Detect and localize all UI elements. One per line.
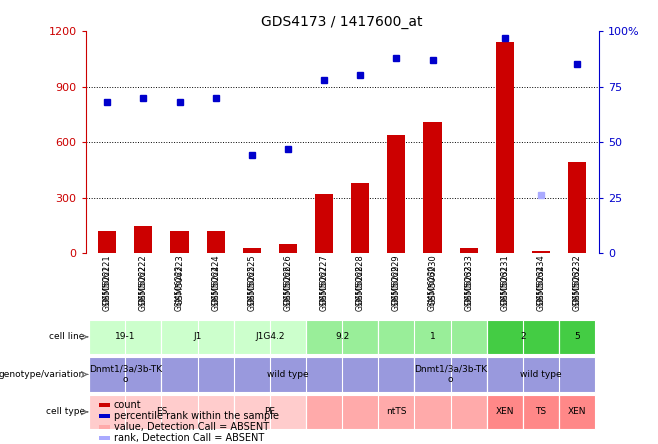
Text: Dnmt1/3a/3b-TK
o: Dnmt1/3a/3b-TK o (414, 365, 487, 384)
Text: XEN: XEN (495, 408, 514, 416)
Text: 1: 1 (430, 333, 436, 341)
Text: genotype/variation: genotype/variation (0, 370, 85, 379)
Bar (487, 395, 523, 429)
Bar (568, 163, 586, 253)
Bar (487, 320, 559, 354)
Text: GSM506234: GSM506234 (536, 265, 545, 311)
Text: value, Detection Call = ABSENT: value, Detection Call = ABSENT (114, 422, 269, 432)
Title: GDS4173 / 1417600_at: GDS4173 / 1417600_at (261, 15, 423, 29)
Text: GSM506227: GSM506227 (320, 265, 328, 311)
Text: 2: 2 (520, 333, 526, 341)
Text: TS: TS (536, 408, 547, 416)
Text: GSM506225: GSM506225 (247, 265, 257, 311)
Bar (89, 395, 234, 429)
Text: 5: 5 (574, 333, 580, 341)
Text: cell line: cell line (49, 333, 85, 341)
Bar (378, 320, 487, 354)
Text: GSM506229: GSM506229 (392, 265, 401, 311)
Text: Dnmt1/3a/3b-TK
o: Dnmt1/3a/3b-TK o (89, 365, 162, 384)
Bar (388, 135, 405, 253)
Bar (487, 357, 595, 392)
Bar (559, 320, 595, 354)
Bar (243, 248, 261, 253)
Bar (99, 414, 110, 418)
Bar (134, 226, 153, 253)
Text: GSM506224: GSM506224 (211, 265, 220, 311)
Bar (279, 244, 297, 253)
Bar (495, 42, 514, 253)
Text: J1: J1 (193, 333, 202, 341)
Text: GSM506221: GSM506221 (103, 265, 112, 311)
Text: cell type: cell type (45, 408, 85, 416)
Bar (89, 320, 161, 354)
Bar (99, 403, 110, 407)
Bar (460, 248, 478, 253)
Text: XEN: XEN (568, 408, 586, 416)
Text: GSM506233: GSM506233 (464, 265, 473, 311)
Bar (415, 357, 487, 392)
Text: GSM506223: GSM506223 (175, 265, 184, 311)
Bar (523, 395, 559, 429)
Bar (207, 231, 224, 253)
Bar (351, 183, 369, 253)
Text: GSM506226: GSM506226 (284, 265, 292, 311)
Bar (161, 320, 234, 354)
Bar (559, 395, 595, 429)
Bar (306, 320, 378, 354)
Bar (532, 251, 550, 253)
Bar (161, 357, 415, 392)
Bar (234, 320, 306, 354)
Bar (89, 357, 161, 392)
Text: 9.2: 9.2 (335, 333, 349, 341)
Text: ntTS: ntTS (386, 408, 407, 416)
Text: PE: PE (265, 408, 275, 416)
Text: GSM506230: GSM506230 (428, 265, 437, 311)
Bar (99, 436, 110, 440)
Bar (424, 122, 442, 253)
Bar (98, 231, 116, 253)
Bar (306, 395, 487, 429)
Bar (315, 194, 333, 253)
Text: wild type: wild type (520, 370, 562, 379)
Bar (99, 425, 110, 429)
Text: count: count (114, 400, 141, 410)
Bar (234, 395, 306, 429)
Text: percentile rank within the sample: percentile rank within the sample (114, 411, 279, 421)
Text: GSM506231: GSM506231 (500, 265, 509, 311)
Text: GSM506228: GSM506228 (356, 265, 365, 311)
Text: rank, Detection Call = ABSENT: rank, Detection Call = ABSENT (114, 433, 265, 443)
Bar (170, 231, 189, 253)
Text: GSM506222: GSM506222 (139, 265, 148, 311)
Text: ES: ES (156, 408, 167, 416)
Text: J1G4.2: J1G4.2 (255, 333, 285, 341)
Text: wild type: wild type (267, 370, 309, 379)
Text: 19-1: 19-1 (115, 333, 136, 341)
Text: GSM506232: GSM506232 (572, 265, 582, 311)
